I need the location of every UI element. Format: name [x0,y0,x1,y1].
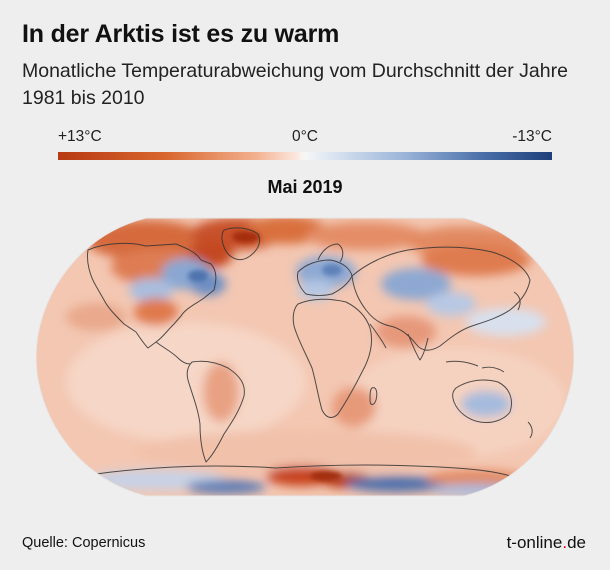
legend-label-warm: +13°C [58,128,102,145]
source-credit: Quelle: Copernicus [22,535,146,551]
world-map [36,212,574,502]
brand-dot: . [562,533,568,552]
map-period-title: Mai 2019 [267,177,343,197]
legend-label-cold: -13°C [512,128,552,145]
brand-tld: de [567,533,586,552]
temperature-anomaly-field [36,218,574,496]
map-outline [36,217,574,497]
legend-label-zero: 0°C [291,128,319,145]
color-legend: +13°C 0°C -13°C [58,128,552,160]
chart-subtitle: Monatliche Temperaturabweichung vom Durc… [22,60,568,109]
chart-title: In der Arktis ist es zu warm [22,20,340,48]
coastlines [87,227,533,479]
legend-labels: +13°C 0°C -13°C [58,128,552,150]
brand-logo: t-online.de [507,533,586,553]
world-map-svg [36,217,574,497]
brand-main: t-online [506,533,563,552]
legend-color-bar [58,152,552,160]
